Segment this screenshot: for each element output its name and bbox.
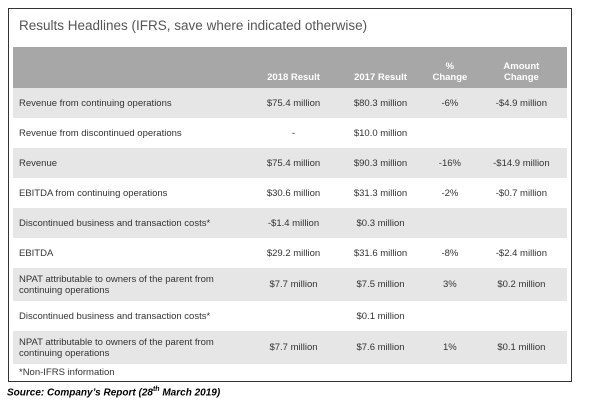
value-cell: $0.1 million [475,331,567,364]
value-cell: $7.6 million [337,331,425,364]
table-row: Revenue $75.4 million $90.3 million -16% -$1… [13,148,567,178]
value-cell: -6% [424,88,476,118]
label-cell: NPAT attributable to owners of the paren… [13,268,250,301]
value-cell: $10.0 million [353,127,408,139]
label-cell: Revenue from discontinued operations [19,127,182,139]
header-cell: 2018 Result [250,47,338,88]
value-cell: $0.2 million [475,268,567,301]
header-text: 2017 Result [354,72,407,83]
results-panel: Results Headlines (IFRS, save where indi… [8,8,572,382]
label-cell: Discontinued business and transaction co… [19,310,211,322]
value-cell: - [291,127,296,139]
source-text: March 2019) [159,387,221,399]
header-cell: % Change [424,47,476,88]
table-row: Discontinued business and transaction co… [13,208,567,238]
label-cell: Discontinued business and transaction co… [13,208,250,238]
value-cell: -$4.9 million [475,88,567,118]
panel-title: Results Headlines (IFRS, save where indi… [19,18,368,33]
value-cell [476,301,567,331]
value-cell: -8% [441,247,459,259]
value-cell [424,301,476,331]
value-cell: $75.4 million [250,88,338,118]
value-cell: -$0.7 million [495,187,547,199]
label-cell: EBITDA [19,247,54,259]
header-text: Amount [503,61,540,72]
source-sup: th [152,386,160,393]
value-cell: $7.7 million [250,268,338,301]
value-cell [424,118,476,148]
value-cell: $31.6 million [353,247,408,259]
value-cell: -16% [424,148,476,178]
value-cell [476,118,567,148]
value-cell: $75.4 million [250,148,338,178]
label-cell: Revenue [13,148,250,178]
table-row: Revenue from discontinued operations - $10… [13,118,567,148]
header-text: % [445,61,455,72]
header-cell: Amount Change [475,47,567,88]
value-cell: -2% [441,187,459,199]
value-cell: -$14.9 million [475,148,567,178]
table-row: EBITDA from continuing operations $30.6 m… [13,178,567,208]
header-cell [13,47,250,88]
value-cell: -$2.4 million [495,247,547,259]
header-text: Change [432,72,468,83]
results-table: 2018 Result 2017 Result% Change Amount Chang… [13,47,567,364]
header-row: 2018 Result 2017 Result% Change Amount Chang… [13,47,567,88]
table-row: NPAT attributable to owners of the paren… [13,268,567,301]
header-cell: 2017 Result [337,47,425,88]
value-cell: 3% [424,268,476,301]
label-cell: NPAT attributable to owners of the paren… [13,331,250,364]
value-cell: 1% [424,331,476,364]
header-text: Change [503,72,539,83]
value-cell: $0.1 million [356,310,405,322]
table-row: NPAT attributable to owners of the paren… [13,331,567,364]
value-cell: $7.7 million [250,331,338,364]
value-cell: $0.3 million [337,208,425,238]
source-text: Source: Company’s Report (28 [7,387,153,399]
label-cell: Revenue from continuing operations [13,88,250,118]
value-cell: $29.2 million [266,247,321,259]
value-cell: -$1.4 million [250,208,338,238]
value-cell: $7.5 million [337,268,425,301]
value-cell [250,301,337,331]
label-cell: EBITDA from continuing operations [19,187,168,199]
header-text: 2018 Result [267,72,320,83]
table-row: EBITDA $29.2 million $31.6 million -8% -$2.4… [13,238,567,268]
value-cell [475,208,567,238]
footnote: *Non-IFRS information [19,367,115,378]
value-cell: $90.3 million [337,148,425,178]
value-cell: $30.6 million [266,187,321,199]
table-row: Discontinued business and transaction co… [13,301,567,331]
table-row: Revenue from continuing operations $75.4 … [13,88,567,118]
value-cell [424,208,476,238]
value-cell: $31.3 million [353,187,408,199]
source-note: Source: Company’s Report (28th March 201… [7,386,220,398]
value-cell: $80.3 million [337,88,425,118]
